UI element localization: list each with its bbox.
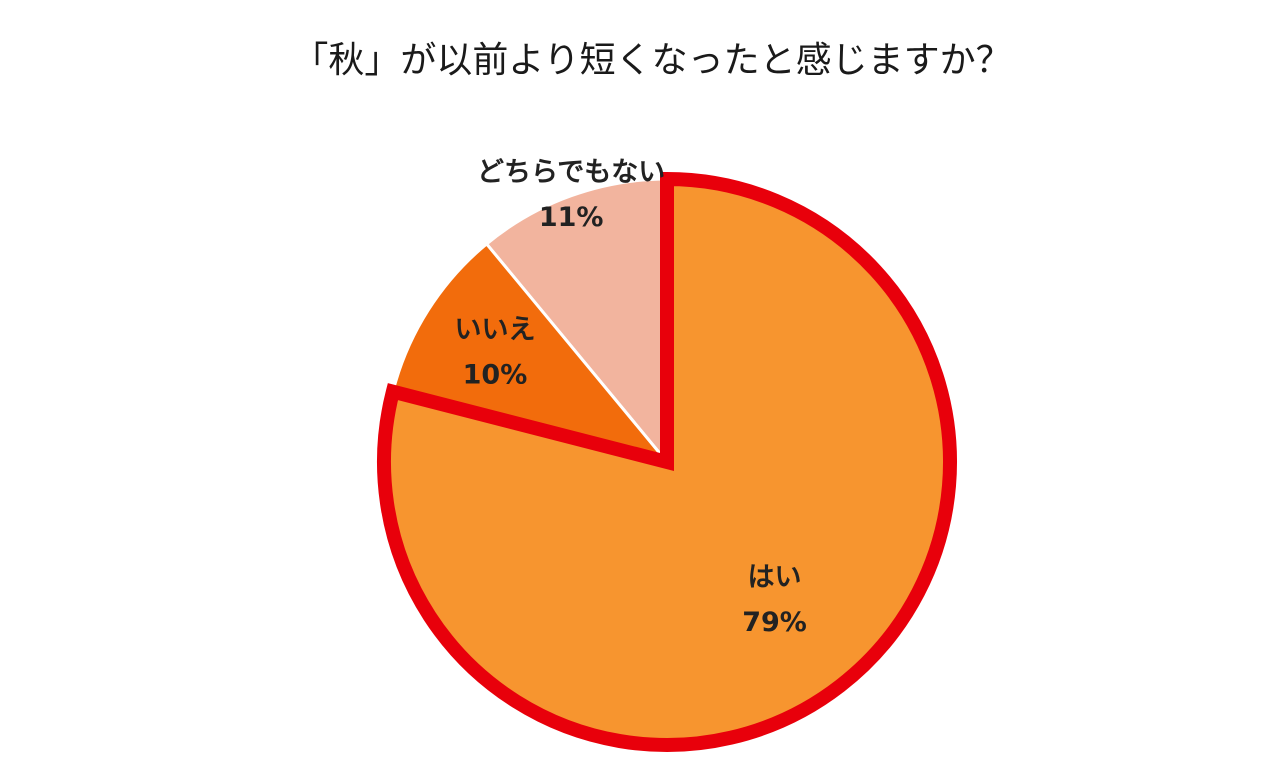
slice-value-label: 11% xyxy=(539,202,604,233)
chart-title: 「秋」が以前より短くなったと感じますか？ xyxy=(292,40,1011,81)
slice-value-label: 10% xyxy=(463,359,528,390)
pie xyxy=(377,171,957,752)
slice-label: はい xyxy=(748,562,802,593)
slice-value-label: 79% xyxy=(742,607,807,638)
slice-label: いいえ xyxy=(454,314,535,345)
pie-slice xyxy=(377,171,957,752)
labels: はい 79% いいえ 10% どちらでもない 11% xyxy=(454,157,806,638)
slice-label: どちらでもない xyxy=(477,157,665,188)
pie-slice xyxy=(484,177,669,467)
